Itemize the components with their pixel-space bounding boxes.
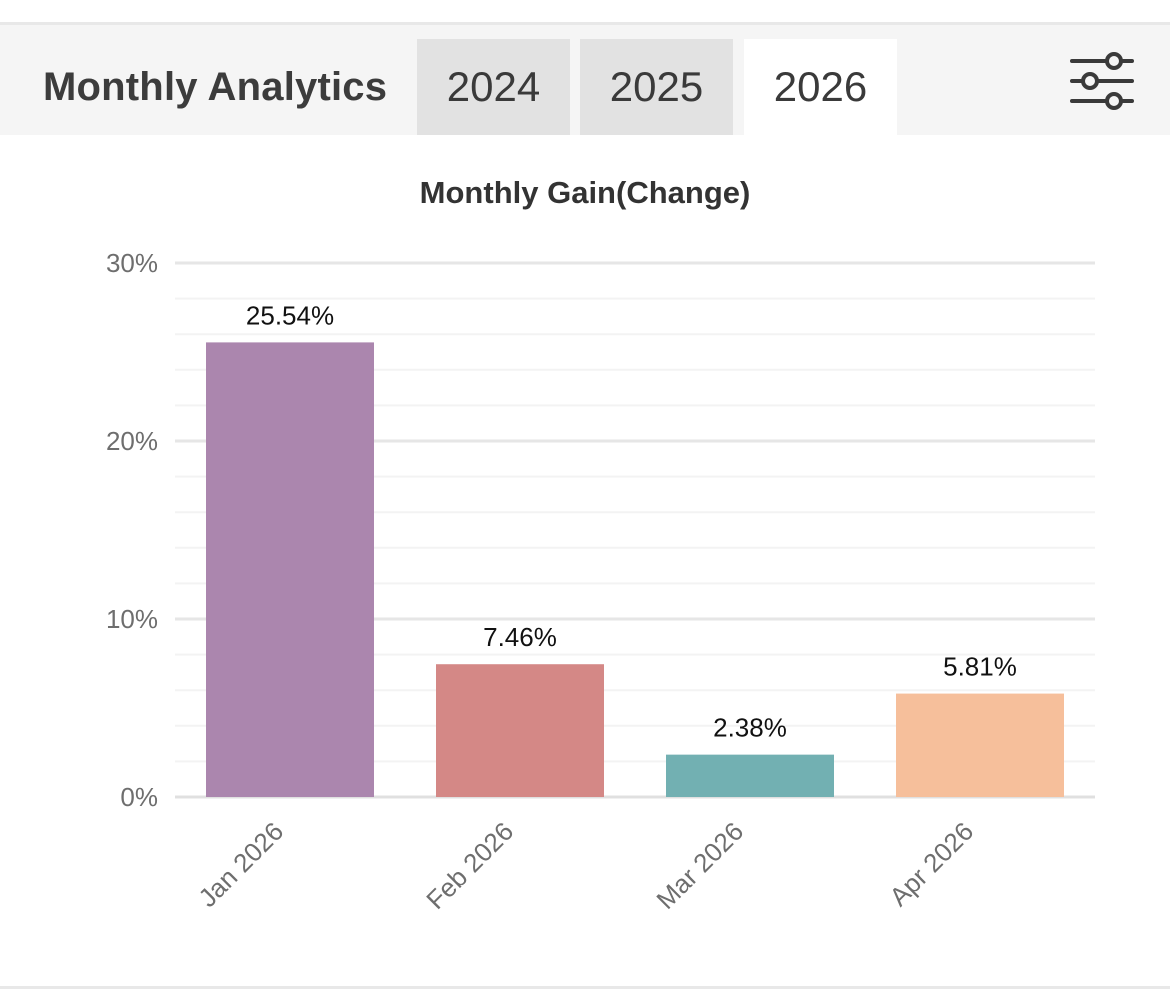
bar [666,754,834,797]
bar [896,693,1064,797]
page-title: Monthly Analytics [43,65,388,109]
chart-container: Monthly Gain(Change) 0% 10% 20% 30% 25.54% 7… [0,135,1170,985]
x-tick-label: Mar 2026 [650,816,749,915]
x-tick-label: Apr 2026 [883,816,979,912]
top-divider [0,22,1170,25]
tab-2025[interactable]: 2025 [580,39,733,135]
x-tick-label: Jan 2026 [192,816,289,913]
bar [436,664,604,797]
data-label: 7.46% [483,622,557,652]
bar [206,342,374,797]
header-bar: Monthly Analytics 2024 2025 2026 [0,25,1170,135]
x-tick-label: Feb 2026 [420,816,519,915]
y-tick-label: 30% [106,248,158,278]
data-label: 25.54% [246,300,334,330]
chart-title: Monthly Gain(Change) [420,175,751,210]
tab-2024[interactable]: 2024 [417,39,570,135]
y-tick-label: 20% [106,426,158,456]
data-label: 5.81% [943,652,1017,682]
sliders-icon [1070,52,1134,110]
y-tick-label: 10% [106,604,158,634]
filter-button[interactable] [1068,51,1140,113]
tab-2026[interactable]: 2026 [744,39,897,135]
bottom-divider [0,986,1170,989]
bar-chart: Monthly Gain(Change) 0% 10% 20% 30% 25.54% 7… [106,175,1095,915]
data-label: 2.38% [713,713,787,743]
y-tick-label: 0% [120,782,158,812]
